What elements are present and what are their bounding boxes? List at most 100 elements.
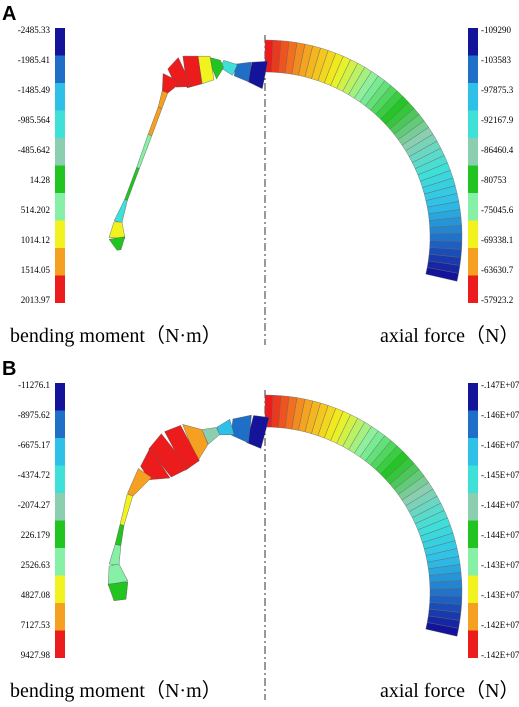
- scale-label: -86460.4: [481, 145, 514, 155]
- scale-label: -1485.49: [18, 85, 51, 95]
- colorbar-segment: [55, 520, 65, 548]
- moment-element: [157, 90, 169, 109]
- colorbar-segment: [468, 520, 478, 548]
- colorbar-segment: [468, 630, 478, 658]
- colorbar-segment: [468, 575, 478, 603]
- colorbar-segment: [468, 548, 478, 576]
- moment-element: [107, 563, 129, 586]
- scale-label: -2074.27: [18, 500, 51, 510]
- scale-label: 2526.63: [21, 560, 51, 570]
- colorbar-segment: [55, 630, 65, 658]
- colorbar-segment: [55, 410, 65, 438]
- colorbar-segment: [55, 548, 65, 576]
- scale-label: 9427.98: [21, 650, 51, 660]
- moment-element: [119, 493, 134, 526]
- scale-label: -6675.17: [18, 440, 51, 450]
- moment-element: [114, 524, 125, 546]
- scale-label: -.146E+07: [481, 440, 519, 450]
- colorbar-segment: [468, 383, 478, 411]
- scale-label: -11276.1: [18, 380, 50, 390]
- scale-label: -2485.33: [18, 25, 51, 35]
- scale-label: 514.202: [21, 205, 50, 215]
- scale-label: -8975.62: [18, 410, 50, 420]
- force-element: [429, 588, 463, 597]
- scale-label: -80753: [481, 175, 507, 185]
- scale-label: -.145E+07: [481, 470, 519, 480]
- scale-label: -92167.9: [481, 115, 514, 125]
- scale-label: 7127.53: [21, 620, 51, 630]
- scale-label: 2013.97: [21, 295, 51, 305]
- colorbar-segment: [55, 193, 65, 221]
- colorbar-segment: [468, 165, 478, 193]
- moment-element: [233, 61, 252, 83]
- scale-label: 14.28: [30, 175, 51, 185]
- panel: B-11276.1 -8975.62 -6675.17 -4374.72 -2074.2…: [2, 358, 519, 702]
- scale-label: -.147E+07: [481, 380, 519, 390]
- scale-label: 226.179: [21, 530, 51, 540]
- scale-label: -.143E+07: [481, 560, 519, 570]
- colorbar-segment: [468, 55, 478, 83]
- colorbar-segment: [55, 248, 65, 276]
- scale-label: -69338.1: [481, 235, 513, 245]
- scale-label: -1985.41: [18, 55, 50, 65]
- right-caption: axial force（N）: [380, 324, 519, 347]
- scale-label: -97875.3: [481, 85, 514, 95]
- colorbar-segment: [55, 383, 65, 411]
- colorbar-segment: [468, 438, 478, 466]
- colorbar-segment: [55, 575, 65, 603]
- colorbar-segment: [468, 493, 478, 521]
- scale-label: -63630.7: [481, 265, 514, 275]
- moment-element: [136, 134, 153, 169]
- moment-element: [148, 433, 190, 478]
- panel-label: A: [2, 3, 16, 25]
- moment-element: [246, 415, 270, 449]
- scale-label: 4827.08: [21, 590, 51, 600]
- panel: A-2485.33 -1985.41 -1485.49 -985.564 -485.64…: [2, 3, 519, 347]
- moment-element: [113, 199, 128, 224]
- scale-label: -.144E+07: [481, 500, 519, 510]
- moment-element: [164, 425, 200, 471]
- moment-element: [197, 56, 215, 85]
- colorbar-segment: [468, 220, 478, 248]
- colorbar-segment: [55, 55, 65, 83]
- scale-label: -.143E+07: [481, 590, 519, 600]
- colorbar-segment: [55, 28, 65, 56]
- colorbar-segment: [468, 193, 478, 221]
- colorbar-segment: [468, 110, 478, 138]
- moment-element: [108, 221, 126, 239]
- moment-element: [107, 581, 129, 601]
- scale-label: 1514.05: [21, 265, 51, 275]
- scale-label: -4374.72: [18, 470, 50, 480]
- moment-element: [201, 427, 220, 445]
- colorbar-segment: [468, 275, 478, 303]
- left-caption: bending moment（N·m）: [10, 324, 222, 347]
- colorbar-segment: [468, 83, 478, 111]
- scale-label: -.142E+07: [481, 650, 519, 660]
- force-element: [429, 233, 463, 242]
- moment-element: [147, 107, 163, 136]
- scale-label: -.146E+07: [481, 410, 519, 420]
- right-caption: axial force（N）: [380, 679, 519, 702]
- moment-element: [230, 414, 252, 444]
- scale-label: -985.564: [18, 115, 51, 125]
- scale-label: -.144E+07: [481, 530, 519, 540]
- colorbar-segment: [55, 220, 65, 248]
- colorbar-segment: [55, 603, 65, 631]
- moment-element: [108, 236, 126, 251]
- colorbar-segment: [55, 465, 65, 493]
- colorbar-segment: [468, 465, 478, 493]
- colorbar-segment: [55, 493, 65, 521]
- scale-label: -485.642: [18, 145, 50, 155]
- colorbar-segment: [468, 138, 478, 166]
- scale-label: -103583: [481, 55, 511, 65]
- force-element: [425, 622, 459, 637]
- moment-element: [124, 167, 140, 201]
- left-caption: bending moment（N·m）: [10, 679, 222, 702]
- colorbar-segment: [55, 138, 65, 166]
- force-element: [425, 267, 459, 282]
- colorbar-segment: [55, 438, 65, 466]
- moment-element: [207, 56, 224, 80]
- colorbar-segment: [468, 410, 478, 438]
- colorbar-segment: [55, 275, 65, 303]
